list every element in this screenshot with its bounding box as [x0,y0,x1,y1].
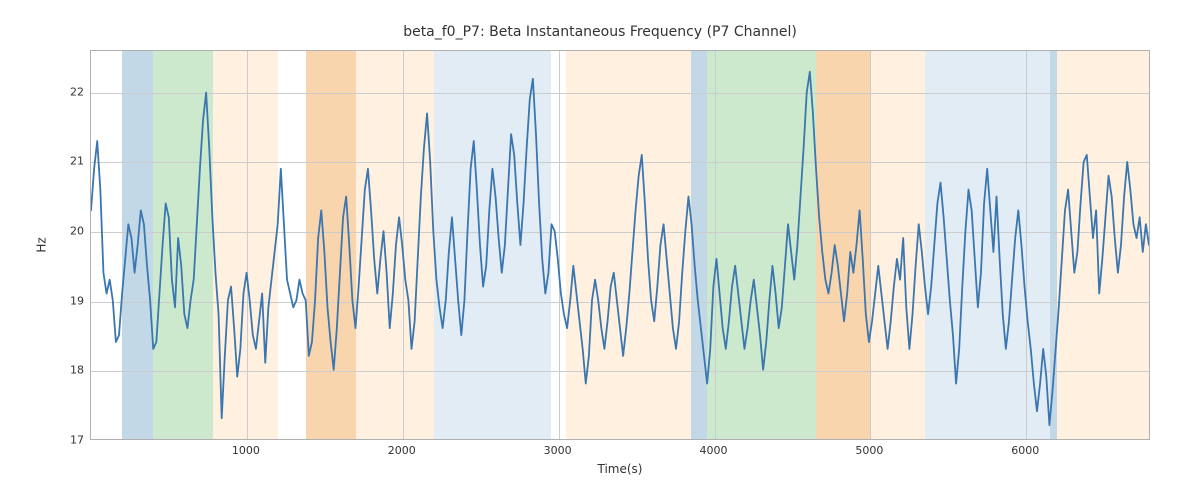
y-tick-label: 19 [44,294,84,307]
y-tick-label: 20 [44,225,84,238]
x-tick-label: 1000 [232,444,260,457]
x-tick-label: 3000 [544,444,572,457]
chart-title: beta_f0_P7: Beta Instantaneous Frequency… [0,24,1200,40]
x-tick-label: 6000 [1011,444,1039,457]
x-tick-label: 4000 [700,444,728,457]
y-axis-label: Hz [34,50,50,440]
y-tick-label: 22 [44,85,84,98]
plot-area [90,50,1150,440]
x-tick-label: 5000 [855,444,883,457]
figure: beta_f0_P7: Beta Instantaneous Frequency… [0,0,1200,500]
y-tick-label: 17 [44,434,84,447]
x-tick-label: 2000 [388,444,416,457]
x-axis-label: Time(s) [90,462,1150,476]
y-tick-label: 21 [44,155,84,168]
line-series [91,51,1149,439]
y-tick-label: 18 [44,364,84,377]
